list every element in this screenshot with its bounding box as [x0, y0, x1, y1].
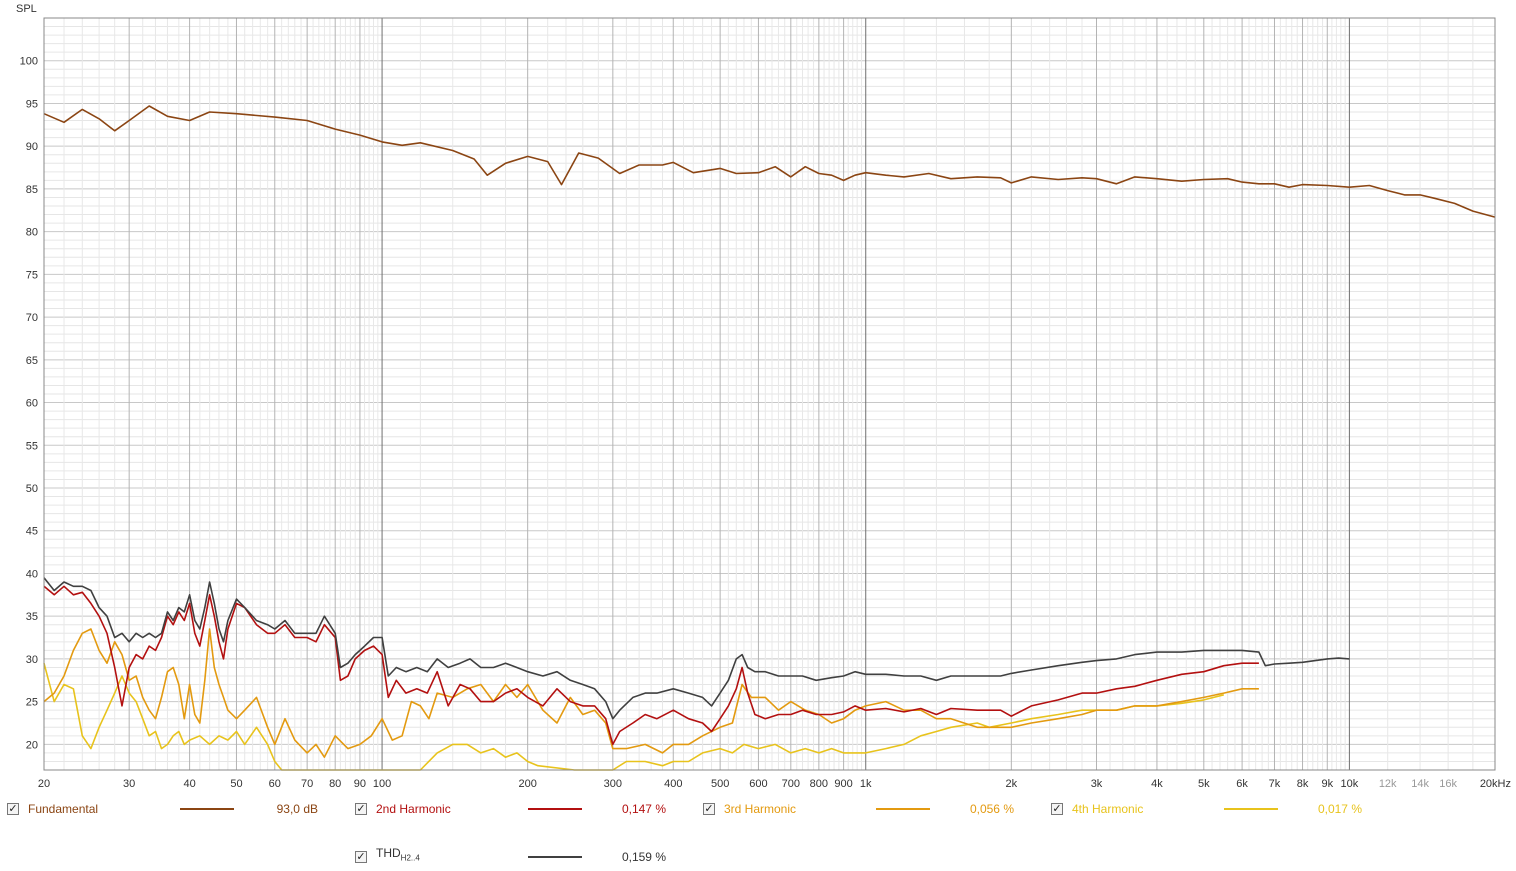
x-tick-label: 700	[782, 778, 800, 790]
x-tick-label: 900	[834, 778, 852, 790]
x-tick-label: 70	[301, 778, 313, 790]
x-tick-label: 20	[38, 778, 50, 790]
x-tick-label: 8k	[1297, 778, 1309, 790]
legend-4th-harmonic[interactable]: ✓ 4th Harmonic	[1051, 800, 1143, 818]
legend-2nd-harmonic[interactable]: ✓ 2nd Harmonic	[355, 800, 451, 818]
legend-swatch-3rd-harmonic	[876, 808, 930, 810]
x-tick-label: 12k	[1379, 778, 1397, 790]
x-tick-label: 100	[373, 778, 391, 790]
legend-value-fundamental: 93,0 dB	[276, 802, 318, 816]
legend-name: 2nd Harmonic	[376, 802, 451, 816]
series-line-thd	[43, 577, 1350, 720]
series-line-4th-harmonic	[43, 662, 1224, 771]
checkbox-3rd-harmonic[interactable]: ✓	[703, 803, 715, 815]
series-lines	[43, 105, 1496, 771]
x-tick-label: 500	[711, 778, 729, 790]
x-tick-label: 300	[604, 778, 622, 790]
y-tick-label: 40	[26, 568, 38, 580]
x-tick-label: 2k	[1006, 778, 1018, 790]
legend-swatch-thd	[528, 856, 582, 858]
legend-fundamental[interactable]: ✓ Fundamental	[7, 800, 98, 818]
x-tick-label: 20kHz	[1480, 778, 1511, 790]
y-tick-label: 75	[26, 269, 38, 281]
x-tick-label: 7k	[1269, 778, 1281, 790]
x-tick-label: 9k	[1321, 778, 1333, 790]
spl-chart: SPL 20253035404550556065707580859095100 …	[16, 3, 1511, 790]
x-tick-label: 800	[810, 778, 828, 790]
x-tick-label: 200	[518, 778, 536, 790]
y-tick-label: 25	[26, 697, 38, 709]
legend-thd[interactable]: ✓ THDH2..4	[355, 846, 420, 866]
legend-value-4th-harmonic: 0,017 %	[1317, 802, 1362, 816]
thd-label: THD	[376, 846, 401, 860]
y-tick-label: 60	[26, 398, 38, 410]
x-tick-label: 3k	[1091, 778, 1103, 790]
x-tick-label: 6k	[1236, 778, 1248, 790]
x-tick-label: 80	[329, 778, 341, 790]
legend-swatch-4th-harmonic	[1224, 808, 1278, 810]
y-axis-title: SPL	[16, 3, 37, 15]
legend-name: 3rd Harmonic	[724, 802, 797, 816]
x-tick-labels: 20 30 40 50 60 70 80 90 100 200 300 400 500 600 700 800…	[38, 778, 1511, 790]
x-tick-label: 14k	[1411, 778, 1429, 790]
legend-value-3rd-harmonic: 0,056 %	[969, 802, 1014, 816]
y-tick-label: 80	[26, 227, 38, 239]
legend-swatch-2nd-harmonic	[528, 808, 582, 810]
x-tick-label: 60	[269, 778, 281, 790]
series-line-3rd-harmonic	[43, 628, 1259, 759]
x-tick-label: 40	[183, 778, 195, 790]
y-tick-label: 90	[26, 141, 38, 153]
series-line-2nd-harmonic	[43, 585, 1259, 746]
x-tick-label: 90	[354, 778, 366, 790]
x-tick-label: 30	[123, 778, 135, 790]
legend: ✓ Fundamental 93,0 dB ✓ 2nd Harmonic 0,1…	[0, 792, 1516, 871]
y-tick-label: 45	[26, 526, 38, 538]
thd-sub: H2..4	[400, 853, 420, 863]
checkbox-fundamental[interactable]: ✓	[7, 803, 19, 815]
x-tick-label: 600	[749, 778, 767, 790]
y-tick-label: 30	[26, 654, 38, 666]
legend-3rd-harmonic[interactable]: ✓ 3rd Harmonic	[703, 800, 796, 818]
y-tick-label: 95	[26, 98, 38, 110]
y-tick-label: 50	[26, 483, 38, 495]
grid	[44, 17, 1495, 771]
x-tick-label: 5k	[1198, 778, 1210, 790]
legend-name: 4th Harmonic	[1072, 802, 1144, 816]
y-tick-label: 85	[26, 184, 38, 196]
checkbox-2nd-harmonic[interactable]: ✓	[355, 803, 367, 815]
series-line-fundamental	[43, 105, 1496, 218]
y-tick-label: 65	[26, 355, 38, 367]
legend-value-2nd-harmonic: 0,147 %	[621, 802, 666, 816]
y-tick-label: 20	[26, 739, 38, 751]
y-tick-labels: 20 25 30 35 40 45 50 55 60 65 70 75 80 85 90 95 100	[20, 56, 38, 752]
x-tick-label: 1k	[860, 778, 872, 790]
legend-value-thd: 0,159 %	[621, 850, 666, 864]
legend-name: THDH2..4	[376, 846, 420, 862]
x-tick-label: 400	[664, 778, 682, 790]
x-tick-label: 16k	[1439, 778, 1457, 790]
y-tick-label: 100	[20, 56, 38, 68]
x-tick-label: 10k	[1341, 778, 1359, 790]
x-tick-label: 50	[230, 778, 242, 790]
checkbox-4th-harmonic[interactable]: ✓	[1051, 803, 1063, 815]
legend-swatch-fundamental	[180, 808, 234, 810]
y-tick-label: 70	[26, 312, 38, 324]
plot-frame	[43, 17, 1496, 771]
x-tick-label: 4k	[1151, 778, 1163, 790]
checkbox-thd[interactable]: ✓	[355, 851, 367, 863]
legend-name: Fundamental	[28, 802, 99, 816]
y-tick-label: 55	[26, 440, 38, 452]
y-tick-label: 35	[26, 611, 38, 623]
